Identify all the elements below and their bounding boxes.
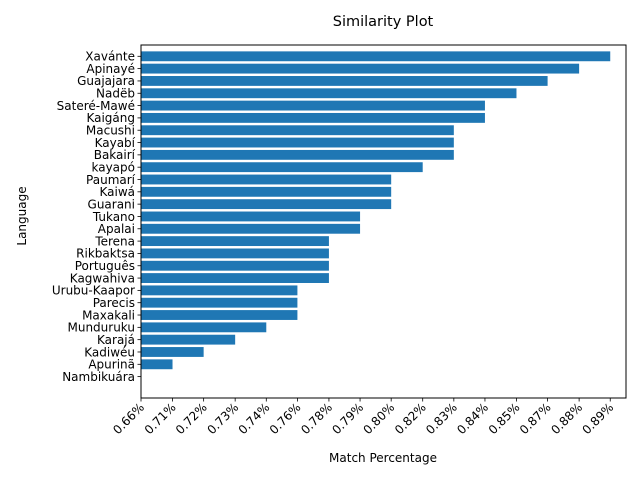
- y-tick-label: Xavánte: [85, 50, 135, 64]
- bar: [141, 76, 548, 86]
- bar: [141, 248, 329, 259]
- bar: [141, 359, 173, 370]
- y-tick-label: Kaigáng: [86, 111, 135, 125]
- y-tick-label: Nadëb: [96, 87, 135, 101]
- bar: [141, 199, 392, 210]
- y-tick-label: Kadiwéu: [84, 345, 135, 359]
- bar: [141, 310, 298, 320]
- bar: [141, 137, 454, 148]
- y-tick-label: Apinayé: [86, 62, 135, 76]
- y-tick-label: Tukano: [92, 210, 135, 224]
- y-tick-label: kayapó: [91, 160, 135, 174]
- bar: [141, 112, 485, 123]
- y-tick-label: Apalai: [98, 222, 135, 236]
- bar: [141, 51, 611, 62]
- bar: [141, 223, 361, 234]
- y-tick-label: Kagwahiva: [70, 271, 135, 285]
- y-tick-label: Terena: [94, 234, 135, 248]
- bar: [141, 174, 392, 185]
- bar: [141, 162, 423, 173]
- x-axis-label: Match Percentage: [329, 451, 437, 465]
- bar: [141, 149, 454, 160]
- bar-group: [141, 51, 611, 370]
- y-tick-label: Kayabí: [95, 136, 136, 150]
- y-tick-label: Apurinã: [88, 358, 135, 372]
- bar: [141, 334, 236, 345]
- bar: [141, 347, 204, 357]
- y-tick-label: Kaiwá: [99, 185, 135, 199]
- y-tick-label: Maxakali: [82, 308, 135, 322]
- y-tick-label: Guarani: [88, 197, 135, 211]
- bar: [141, 236, 329, 247]
- bar: [141, 125, 454, 136]
- y-tick-label: Sateré-Mawé: [57, 99, 135, 113]
- bar: [141, 186, 392, 197]
- y-tick-label: Guajajara: [77, 74, 135, 88]
- bar: [141, 63, 580, 74]
- y-axis-ticks: XavánteApinayéGuajajaraNadëbSateré-MawéK…: [52, 50, 141, 384]
- y-tick-label: Munduruku: [67, 321, 135, 335]
- bar: [141, 273, 329, 283]
- plot-frame: [140, 44, 627, 399]
- y-tick-label: Urubu-Kaapor: [52, 284, 135, 298]
- chart-title: Similarity Plot: [333, 14, 434, 30]
- y-tick-label: Macushi: [86, 124, 135, 138]
- y-tick-label: Bakairí: [94, 148, 136, 162]
- y-tick-label: Português: [75, 259, 135, 273]
- y-axis-label: Language: [15, 186, 29, 245]
- bar: [141, 285, 298, 296]
- bar: [141, 297, 298, 308]
- y-tick-label: Paumarí: [86, 173, 136, 187]
- bar: [141, 88, 517, 99]
- bar: [141, 100, 485, 111]
- bar: [141, 211, 361, 222]
- bar: [141, 260, 329, 271]
- bar: [141, 322, 267, 333]
- y-tick-label: Nambikuára: [62, 370, 135, 384]
- y-tick-label: Rikbaktsa: [76, 247, 135, 261]
- y-tick-label: Karajá: [97, 333, 135, 347]
- y-tick-label: Parecis: [93, 296, 135, 310]
